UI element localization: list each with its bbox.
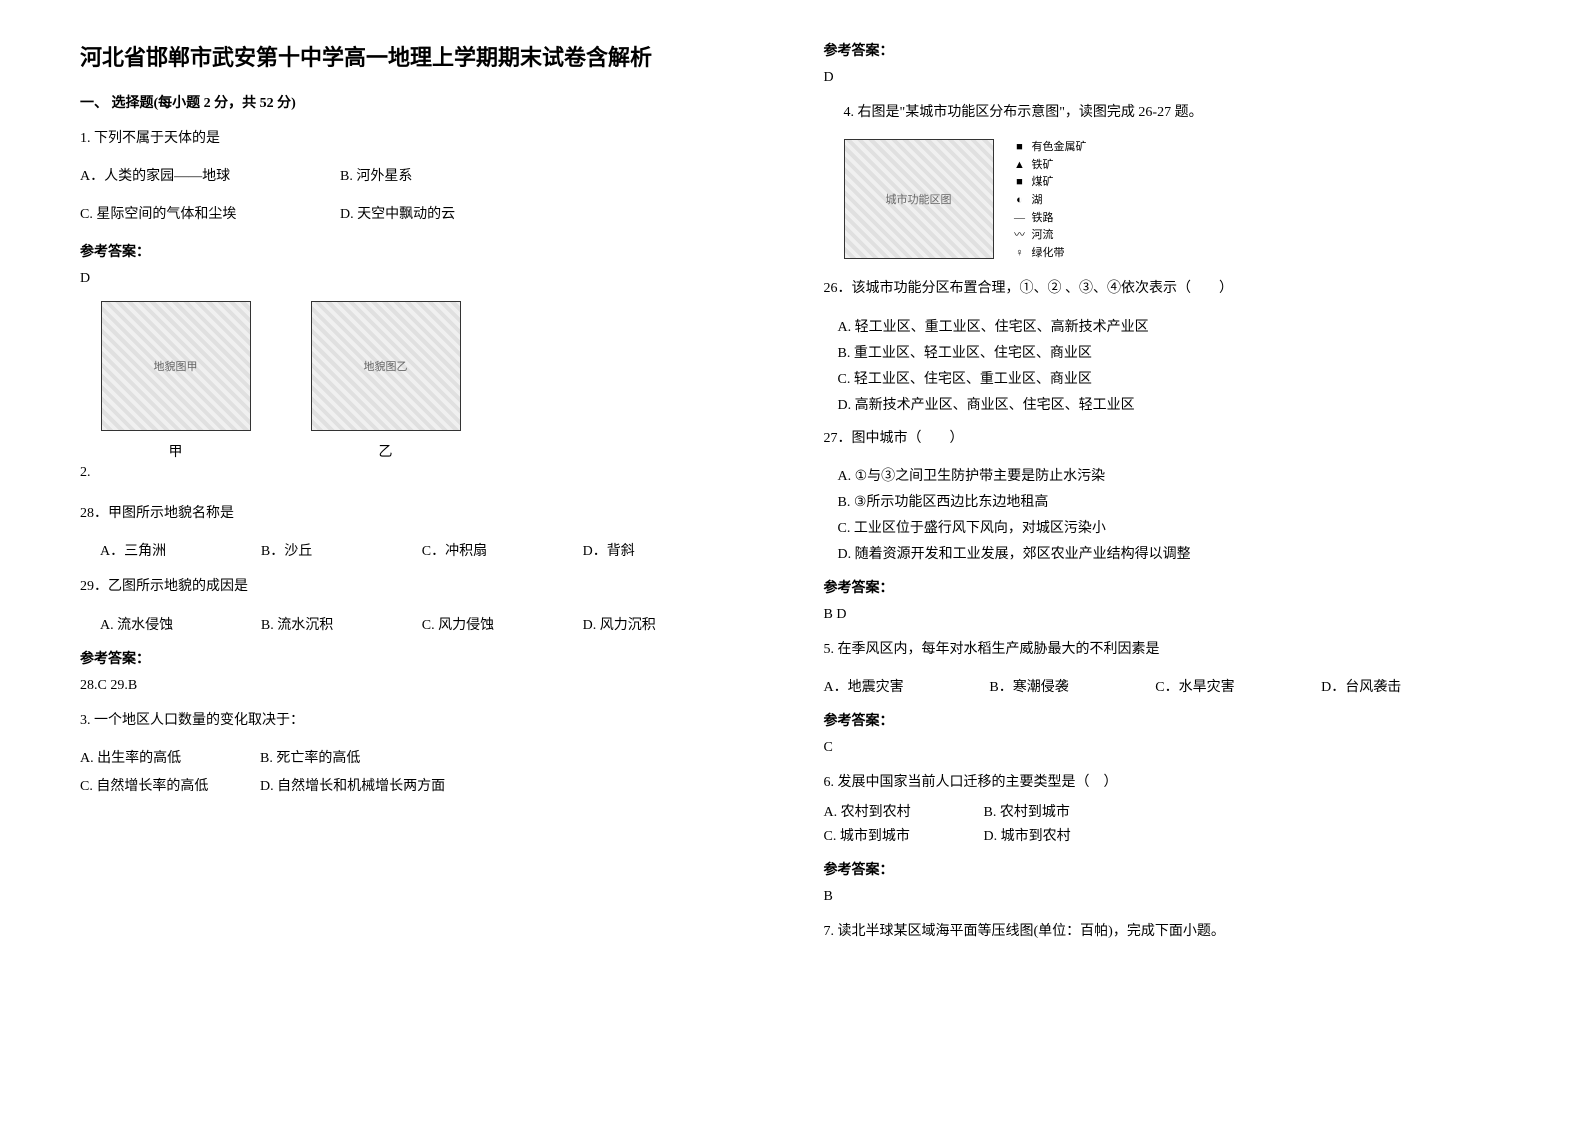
legend-label-3: 湖	[1032, 192, 1043, 210]
q1-opts-row2: C. 星际空间的气体和尘埃 D. 天空中飘动的云	[80, 203, 764, 223]
q28-opt-d: D．背斜	[583, 540, 744, 560]
q4-map-container: 城市功能区图 ■有色金属矿 ▲铁矿 ■煤矿 ◐湖 —铁路 〰河流 ♀绿化带	[844, 139, 1508, 262]
q7-text: 7. 读北半球某区域海平面等压线图(单位：百帕)，完成下面小题。	[824, 919, 1508, 944]
q4-legend: ■有色金属矿 ▲铁矿 ■煤矿 ◐湖 —铁路 〰河流 ♀绿化带	[1014, 139, 1087, 262]
q6-opt-b: B. 农村到城市	[984, 801, 1244, 821]
q28-opt-c: C．冲积扇	[422, 540, 583, 560]
legend-item-1: ▲ 铁矿	[1014, 157, 1087, 175]
q3-answer: D	[824, 70, 1508, 86]
q27-text: 27．图中城市（ ）	[824, 426, 1508, 451]
legend-sym-1: ▲	[1014, 157, 1026, 175]
q5-text: 5. 在季风区内，每年对水稻生产威胁最大的不利因素是	[824, 637, 1508, 662]
q29-opt-b: B. 流水沉积	[261, 614, 422, 634]
q5-opt-a: A．地震灾害	[824, 676, 990, 696]
q6-answer: B	[824, 889, 1508, 905]
q2-row: 2. 地貌图甲 地貌图乙 甲 乙	[80, 301, 764, 481]
q28-text: 28．甲图所示地貌名称是	[80, 501, 764, 526]
q3-text: 3. 一个地区人口数量的变化取决于：	[80, 708, 764, 733]
q5-opt-b: B．寒潮侵袭	[989, 676, 1155, 696]
q26-opt-a: A. 轻工业区、重工业区、住宅区、高新技术产业区	[824, 316, 1508, 336]
legend-label-0: 有色金属矿	[1032, 139, 1087, 157]
right-column: 参考答案： D 4. 右图是"某城市功能区分布示意图"，读图完成 26-27 题…	[824, 40, 1508, 958]
q6-opts-row2: C. 城市到城市 D. 城市到农村	[824, 825, 1508, 845]
q3-opt-b: B. 死亡率的高低	[260, 747, 520, 767]
q5-opt-d: D．台风袭击	[1321, 676, 1487, 696]
q27-opt-a: A. ①与③之间卫生防护带主要是防止水污染	[824, 465, 1508, 485]
q3-opts-row2: C. 自然增长率的高低 D. 自然增长和机械增长两方面	[80, 775, 764, 795]
q29-opt-c: C. 风力侵蚀	[422, 614, 583, 634]
answer-label-6: 参考答案：	[824, 859, 1508, 879]
q6-opts-row1: A. 农村到农村 B. 农村到城市	[824, 801, 1508, 821]
q3-opt-d: D. 自然增长和机械增长两方面	[260, 775, 520, 795]
q2-label-jia: 甲	[101, 441, 251, 461]
legend-label-4: 铁路	[1032, 210, 1054, 228]
q1-opt-b: B. 河外星系	[340, 165, 600, 185]
q3-opts-row1: A. 出生率的高低 B. 死亡率的高低	[80, 747, 764, 767]
q26-opt-c: C. 轻工业区、住宅区、重工业区、商业区	[824, 368, 1508, 388]
legend-sym-2: ■	[1014, 174, 1026, 192]
section-header: 一、 选择题(每小题 2 分，共 52 分)	[80, 92, 764, 112]
legend-label-2: 煤矿	[1032, 174, 1054, 192]
q29-opts: A. 流水侵蚀 B. 流水沉积 C. 风力侵蚀 D. 风力沉积	[80, 614, 764, 634]
legend-item-6: ♀ 绿化带	[1014, 245, 1087, 263]
legend-sym-0: ■	[1014, 139, 1026, 157]
answer-label-4: 参考答案：	[824, 577, 1508, 597]
q1-opt-a: A．人类的家园——地球	[80, 165, 340, 185]
q6-opt-a: A. 农村到农村	[824, 801, 984, 821]
legend-label-5: 河流	[1032, 227, 1054, 245]
answer-label-3: 参考答案：	[824, 40, 1508, 60]
answer-label-1: 参考答案：	[80, 241, 764, 261]
q28-opts: A．三角洲 B．沙丘 C．冲积扇 D．背斜	[80, 540, 764, 560]
q5-opts: A．地震灾害 B．寒潮侵袭 C．水旱灾害 D．台风袭击	[824, 676, 1508, 696]
q2-image-jia: 地貌图甲	[101, 301, 251, 431]
q2-image-yi: 地貌图乙	[311, 301, 461, 431]
legend-item-2: ■ 煤矿	[1014, 174, 1087, 192]
q6-text: 6. 发展中国家当前人口迁移的主要类型是（ ）	[824, 770, 1508, 795]
q1-opt-c: C. 星际空间的气体和尘埃	[80, 203, 340, 223]
q27-opt-c: C. 工业区位于盛行风下风向，对城区污染小	[824, 517, 1508, 537]
answer-label-5: 参考答案：	[824, 710, 1508, 730]
q5-opt-c: C．水旱灾害	[1155, 676, 1321, 696]
q28-opt-b: B．沙丘	[261, 540, 422, 560]
q2-label-yi: 乙	[311, 441, 461, 461]
left-column: 河北省邯郸市武安第十中学高一地理上学期期末试卷含解析 一、 选择题(每小题 2 …	[80, 40, 764, 958]
q27-opt-d: D. 随着资源开发和工业发展，郊区农业产业结构得以调整	[824, 543, 1508, 563]
legend-sym-6: ♀	[1014, 245, 1026, 263]
q28-opt-a: A．三角洲	[100, 540, 261, 560]
q5-answer: C	[824, 740, 1508, 756]
answer-label-2: 参考答案：	[80, 648, 764, 668]
q26-opt-d: D. 高新技术产业区、商业区、住宅区、轻工业区	[824, 394, 1508, 414]
legend-item-3: ◐湖	[1014, 192, 1087, 210]
q4-map: 城市功能区图	[844, 139, 994, 259]
q2-images: 地貌图甲 地貌图乙 甲 乙	[101, 301, 461, 481]
q1-answer: D	[80, 271, 764, 287]
q29-opt-a: A. 流水侵蚀	[100, 614, 261, 634]
q26-27-answer: B D	[824, 607, 1508, 623]
q1-text: 1. 下列不属于天体的是	[80, 126, 764, 151]
q3-opt-a: A. 出生率的高低	[80, 747, 260, 767]
q29-opt-d: D. 风力沉积	[583, 614, 744, 634]
q26-text: 26．该城市功能分区布置合理，①、② 、③、④依次表示（ ）	[824, 276, 1508, 301]
q28-29-answer: 28.C 29.B	[80, 678, 764, 694]
q6-opt-d: D. 城市到农村	[984, 825, 1244, 845]
legend-sym-3: ◐	[1014, 192, 1026, 210]
legend-item-4: — 铁路	[1014, 210, 1087, 228]
q1-opt-d: D. 天空中飘动的云	[340, 203, 600, 223]
document-title: 河北省邯郸市武安第十中学高一地理上学期期末试卷含解析	[80, 40, 764, 72]
q3-opt-c: C. 自然增长率的高低	[80, 775, 260, 795]
q27-opt-b: B. ③所示功能区西边比东边地租高	[824, 491, 1508, 511]
legend-sym-4: —	[1014, 210, 1026, 228]
q2-num: 2.	[80, 465, 91, 481]
legend-label-6: 绿化带	[1032, 245, 1065, 263]
legend-label-1: 铁矿	[1032, 157, 1054, 175]
q6-opt-c: C. 城市到城市	[824, 825, 984, 845]
q29-text: 29．乙图所示地貌的成因是	[80, 574, 764, 599]
legend-item-5: 〰河流	[1014, 227, 1087, 245]
legend-sym-5: 〰	[1014, 227, 1026, 245]
q4-text: 4. 右图是"某城市功能区分布示意图"，读图完成 26-27 题。	[824, 100, 1508, 125]
q1-opts-row1: A．人类的家园——地球 B. 河外星系	[80, 165, 764, 185]
legend-item-0: ■ 有色金属矿	[1014, 139, 1087, 157]
q26-opt-b: B. 重工业区、轻工业区、住宅区、商业区	[824, 342, 1508, 362]
